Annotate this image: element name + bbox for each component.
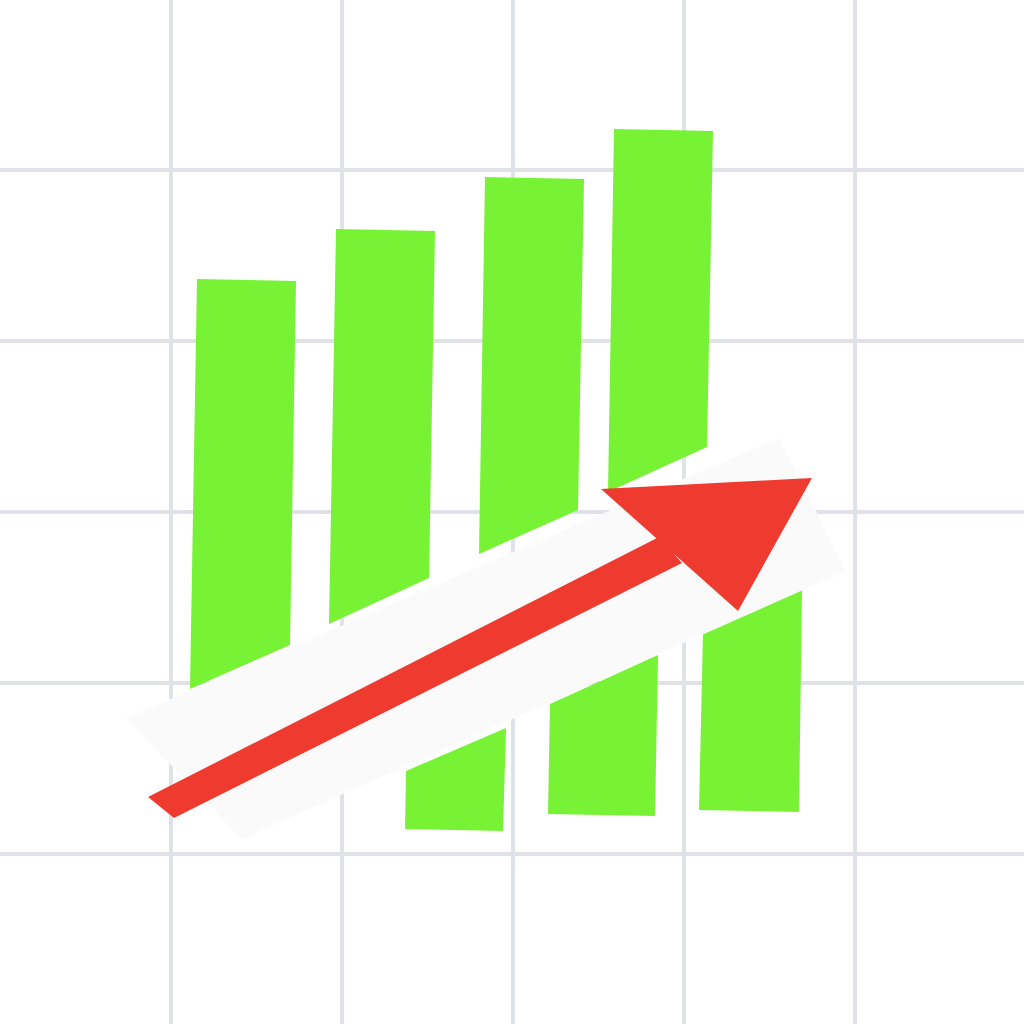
bar-4-lower (699, 588, 802, 812)
bar-3-lower (548, 655, 658, 816)
bar-4 (608, 129, 713, 492)
bar-2 (329, 229, 435, 624)
arrow-shaft (148, 537, 682, 818)
arrow-head (601, 478, 812, 611)
bar-1 (190, 279, 296, 689)
bar-3 (479, 177, 584, 554)
bar-2-lower (405, 728, 506, 831)
bar-group (190, 129, 802, 831)
trend-arrow-icon (148, 478, 812, 818)
